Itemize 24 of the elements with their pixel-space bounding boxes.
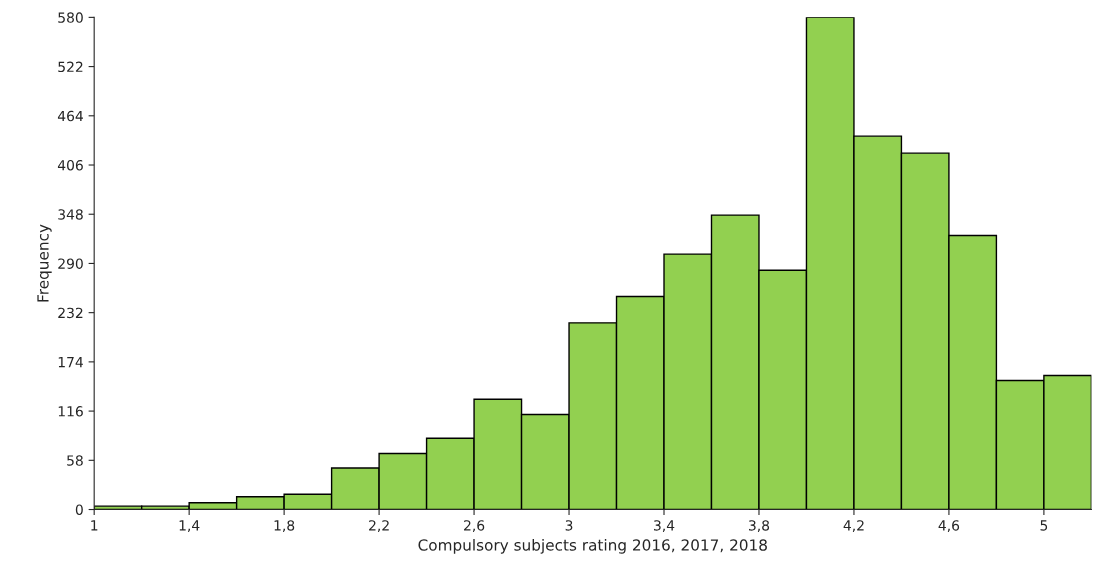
x-tick-label: 1,4 xyxy=(179,520,200,533)
y-tick-label: 174 xyxy=(58,357,83,368)
x-tick-label: 2,6 xyxy=(464,520,485,533)
x-tick-label: 1,8 xyxy=(274,520,295,533)
y-tick-label: 290 xyxy=(58,258,83,269)
x-tick-label: 3,4 xyxy=(654,520,675,533)
y-tick-label: 58 xyxy=(67,455,83,466)
x-tick-label: 5 xyxy=(1040,520,1048,531)
y-tick-label: 0 xyxy=(75,504,83,515)
y-tick-label: 406 xyxy=(57,159,83,171)
x-tick-label: 3 xyxy=(565,520,573,531)
y-tick-label: 580 xyxy=(58,12,83,23)
y-tick-label: 116 xyxy=(58,406,83,417)
x-tick-label: 1 xyxy=(91,520,98,531)
x-axis-title: Compulsory subjects rating 2016, 2017, 2018 xyxy=(418,538,767,554)
x-tick-label: 4,6 xyxy=(938,520,960,533)
y-tick-label: 232 xyxy=(58,307,83,319)
x-tick-label: 4,2 xyxy=(843,520,864,533)
x-tick-label: 2,2 xyxy=(369,520,389,533)
y-tick-label: 348 xyxy=(58,209,83,220)
y-tick-label: 522 xyxy=(58,61,83,73)
y-axis-title: Frequency xyxy=(37,224,52,302)
y-tick-label: 464 xyxy=(57,110,83,122)
x-tick-label: 3,8 xyxy=(749,520,770,533)
